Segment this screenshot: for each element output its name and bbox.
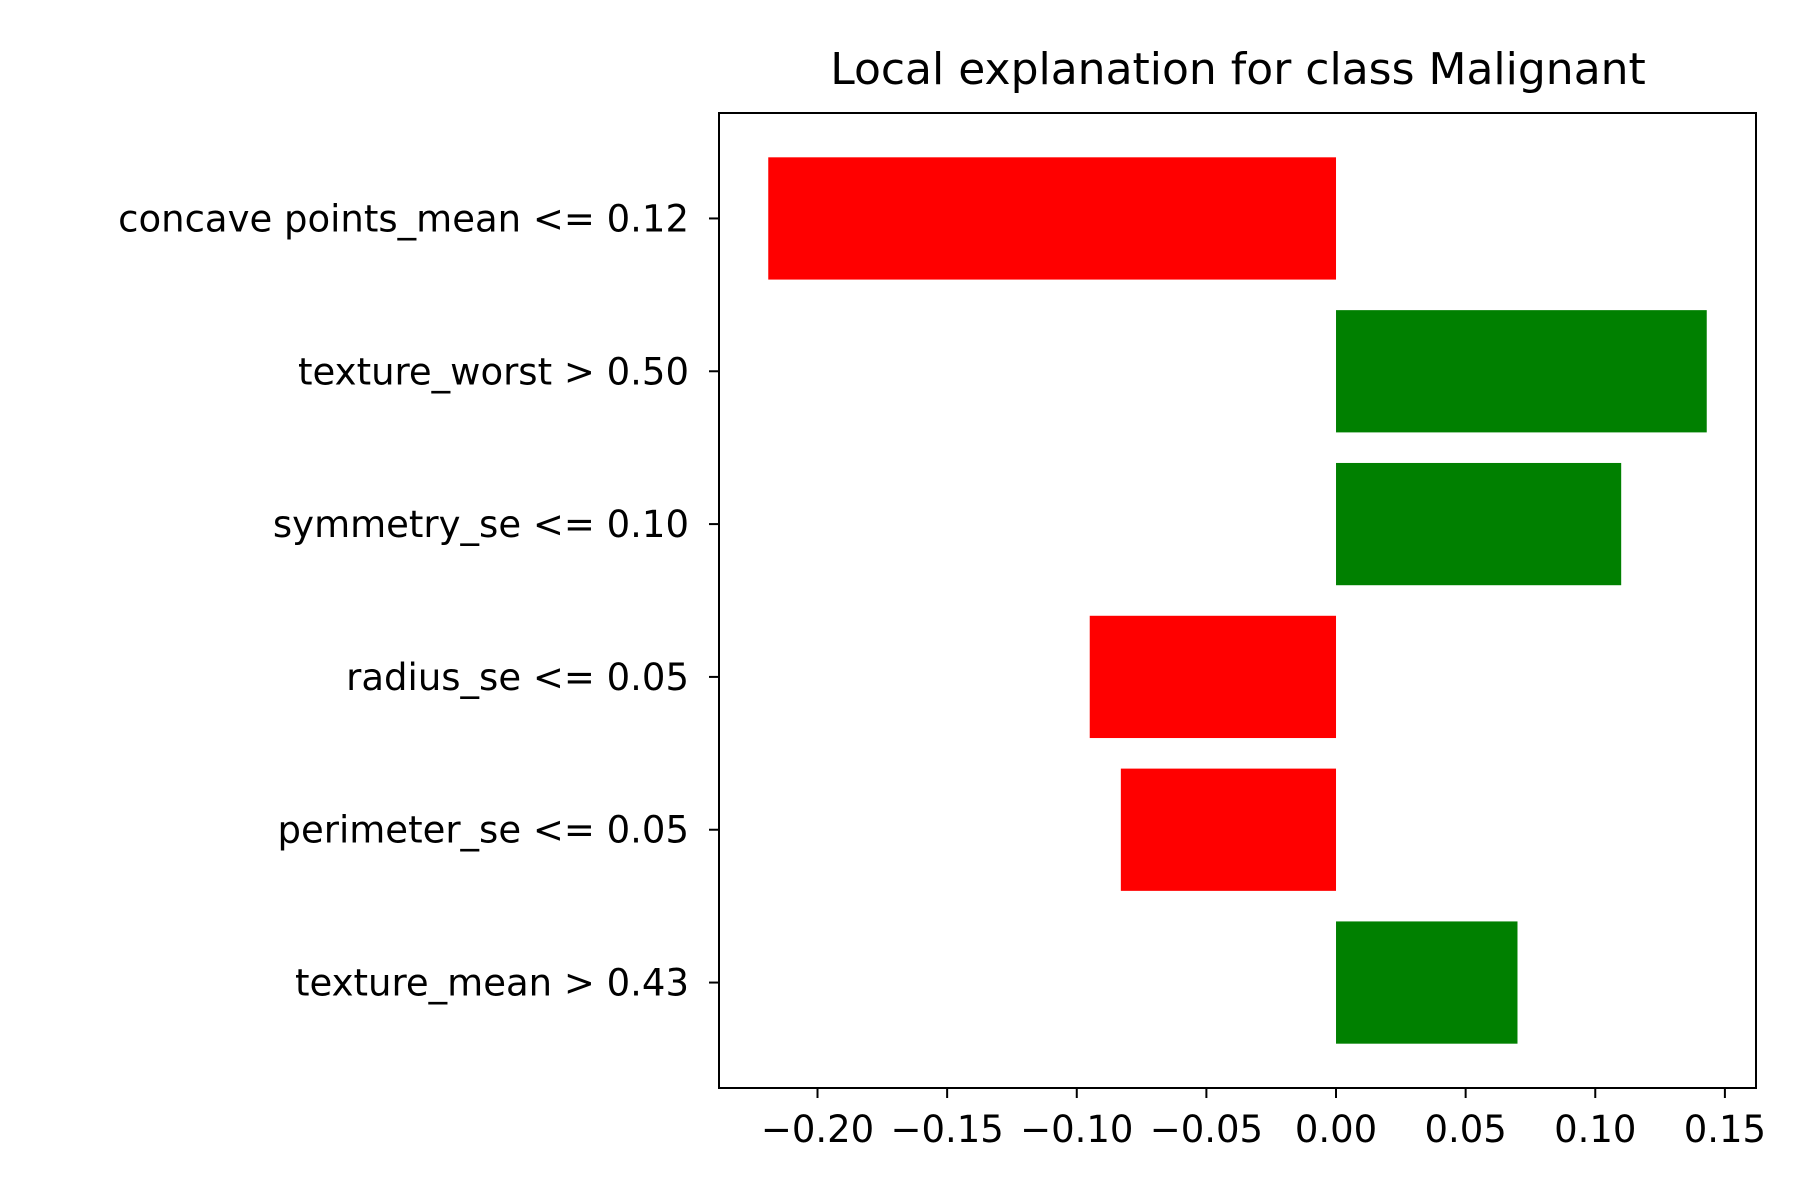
y-tick-label: texture_mean > 0.43	[295, 962, 689, 1005]
x-tick-label: −0.15	[890, 1108, 1003, 1151]
bar-5	[1336, 921, 1518, 1044]
y-tick-label: concave points_mean <= 0.12	[118, 197, 689, 240]
axes-frame	[718, 112, 1757, 1089]
x-tick-label: −0.10	[1020, 1108, 1133, 1151]
bar-4	[1120, 768, 1337, 891]
y-tick-label: texture_worst > 0.50	[298, 350, 689, 393]
x-tick-label: −0.05	[1150, 1108, 1263, 1151]
x-tick-label: 0.10	[1554, 1108, 1636, 1151]
y-axis: concave points_mean <= 0.12 texture_worst…	[118, 197, 719, 1005]
bar-1	[1336, 310, 1707, 433]
x-axis: −0.20 −0.15 −0.10 −0.05 0.00 0.05 0.10 0.15	[761, 1088, 1766, 1151]
chart-title: Local explanation for class Malignant	[830, 44, 1646, 95]
bar-3	[1089, 615, 1337, 739]
y-tick-label: symmetry_se <= 0.10	[273, 503, 689, 546]
y-tick-label: radius_se <= 0.05	[346, 656, 689, 699]
x-tick-label: 0.00	[1295, 1108, 1377, 1151]
x-tick-label: −0.20	[761, 1108, 874, 1151]
bar-0	[768, 157, 1337, 280]
x-tick-label: 0.05	[1424, 1108, 1506, 1151]
y-tick-label: perimeter_se <= 0.05	[278, 809, 689, 852]
bars-layer	[768, 157, 1707, 1044]
bar-2	[1336, 462, 1622, 586]
x-tick-label: 0.15	[1684, 1108, 1766, 1151]
